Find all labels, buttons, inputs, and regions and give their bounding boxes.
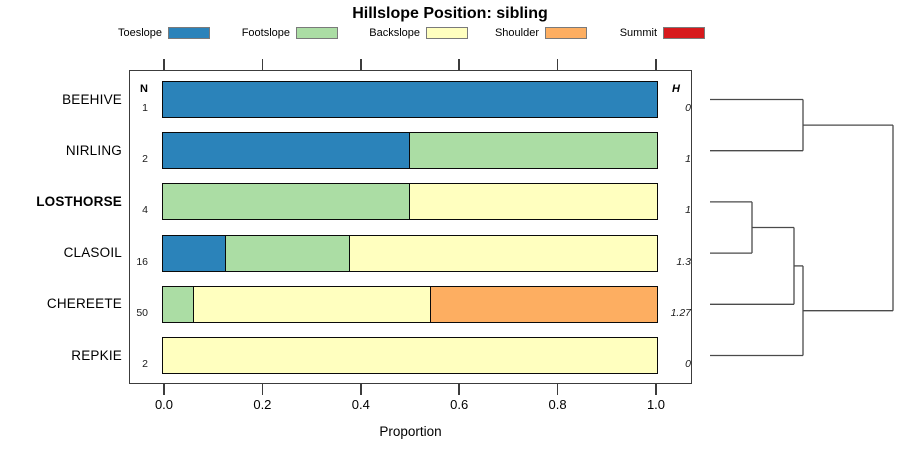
row-label-losthorse: LOSTHORSE [36, 193, 122, 209]
stacked-bar-beehive [162, 81, 658, 118]
legend-label-summit: Summit [619, 27, 657, 39]
x-axis-title: Proportion [379, 424, 442, 439]
axis-tick-bottom [458, 384, 460, 395]
n-value: 16 [136, 255, 148, 268]
bar-segment-backslope [192, 286, 430, 322]
h-value: 0 [685, 102, 691, 114]
axis-tick-label: 0.8 [548, 397, 567, 412]
stacked-bar-repkie [162, 337, 658, 374]
h-column-header: H [672, 83, 680, 95]
row-label-clasoil: CLASOIL [63, 245, 122, 261]
stacked-bar-nirling [162, 132, 658, 170]
h-value: 1.3 [676, 255, 691, 268]
axis-tick-top [360, 59, 362, 70]
row-label-nirling: NIRLING [65, 142, 122, 158]
h-value: 1.27 [670, 306, 691, 319]
chart-title: Hillslope Position: sibling [352, 5, 548, 22]
n-value: 2 [142, 153, 148, 166]
axis-tick-label: 1.0 [646, 397, 666, 412]
legend-swatch-footslope [296, 27, 338, 39]
axis-tick-label: 0.0 [154, 397, 174, 412]
axis-tick-label: 0.6 [450, 397, 469, 412]
n-column-header: N [140, 83, 148, 95]
h-value: 0 [685, 358, 691, 370]
axis-tick-bottom [163, 384, 165, 395]
axis-tick-bottom [261, 384, 264, 395]
n-value: 1 [142, 102, 148, 114]
bar-segment-footslope [224, 235, 349, 271]
bar-segment-toeslope [163, 133, 410, 169]
bar-segment-footslope [163, 184, 410, 220]
h-value: 1 [685, 204, 691, 217]
bar-segment-backslope [348, 235, 657, 271]
row-label-beehive: BEEHIVE [62, 91, 122, 107]
legend-swatch-shoulder [545, 27, 587, 39]
stacked-bar-losthorse [162, 183, 658, 221]
axis-tick-label: 0.2 [253, 397, 272, 412]
legend-label-toeslope: Toeslope [117, 27, 162, 39]
bar-segment-backslope [409, 184, 657, 220]
bar-segment-toeslope [163, 82, 657, 117]
legend-swatch-backslope [426, 27, 468, 39]
bar-segment-backslope [163, 338, 657, 373]
stacked-bar-chereete [162, 285, 658, 323]
bar-segment-toeslope [163, 235, 225, 271]
legend-label-footslope: Footslope [241, 27, 290, 39]
legend-swatch-toeslope [168, 27, 210, 39]
legend-label-shoulder: Shoulder [494, 27, 539, 39]
h-value: 1 [685, 153, 691, 166]
plot-frame [129, 70, 692, 384]
bar-segment-footslope [409, 133, 657, 169]
stacked-bar-clasoil [162, 234, 658, 272]
axis-tick-top [458, 59, 460, 70]
axis-tick-top [556, 59, 559, 70]
bar-segment-shoulder [429, 286, 657, 322]
row-label-chereete: CHEREETE [46, 296, 122, 312]
bar-segment-footslope [163, 286, 193, 322]
axis-tick-top [163, 59, 165, 70]
axis-tick-bottom [655, 384, 657, 395]
row-label-repkie: REPKIE [71, 347, 122, 363]
axis-tick-label: 0.4 [351, 397, 370, 412]
axis-tick-bottom [556, 384, 559, 395]
n-value: 4 [142, 204, 148, 217]
n-value: 50 [136, 306, 148, 319]
legend-label-backslope: Backslope [369, 27, 420, 39]
axis-tick-top [261, 59, 264, 70]
legend-swatch-summit [663, 27, 705, 39]
axis-tick-bottom [360, 384, 362, 395]
axis-tick-top [655, 59, 657, 70]
n-value: 2 [142, 358, 148, 370]
